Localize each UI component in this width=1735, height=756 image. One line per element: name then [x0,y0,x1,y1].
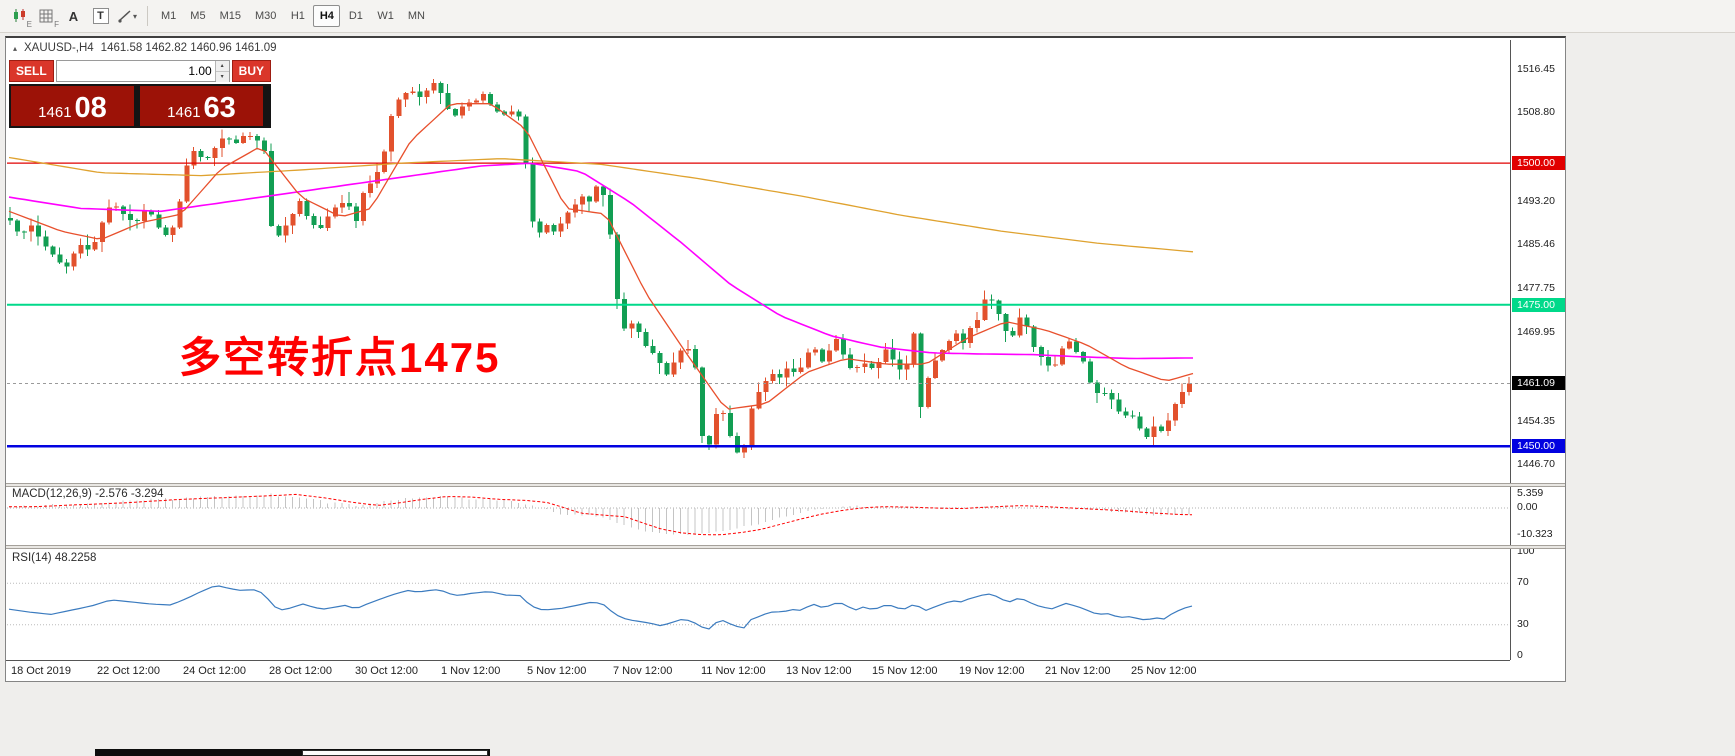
price-tick-label: 1454.35 [1517,414,1555,427]
main-toolbar: E F A T ▾ M1 M5 M15 M30 H1 H4 D1 W1 MN [0,0,1735,33]
sell-button[interactable]: SELL [9,60,54,82]
macd-indicator-label: MACD(12,26,9) -2.576 -3.294 [12,488,164,500]
chart-type-icon[interactable]: E [6,4,33,29]
toolbar-separator [147,6,148,26]
chart-title-bar: ▴ XAUUSD-,H4 1461.58 1462.82 1460.96 146… [13,42,277,54]
time-label: 24 Oct 12:00 [183,665,246,677]
price-tick-label: 1493.20 [1517,194,1555,207]
time-label: 15 Nov 12:00 [872,665,938,677]
price-tick-label: 1477.75 [1517,282,1555,295]
timeframe-button-m5[interactable]: M5 [190,10,206,22]
bid-main-digits: 1461 [38,104,72,121]
ohlc-values: 1461.58 1462.82 1460.96 1461.09 [100,42,277,54]
timeframe-button-h1[interactable]: H1 [290,10,305,22]
buy-button[interactable]: BUY [231,60,271,82]
timeframe-button-m1[interactable]: M1 [161,10,177,22]
time-label: 1 Nov 12:00 [441,665,501,677]
lot-decrease-button[interactable]: ▾ [215,72,229,82]
time-label: 30 Oct 12:00 [355,665,418,677]
ask-pip-digits: 63 [203,92,236,124]
rsi-axis-label: 70 [1517,576,1529,589]
time-label: 18 Oct 2019 [11,665,71,677]
taskbar-window-remnant [302,750,488,756]
chart-annotation-text: 多空转折点1475 [179,334,501,381]
draw-tool-icon[interactable]: ▾ [114,4,141,28]
rsi-axis-label: 0 [1517,649,1523,661]
time-label: 19 Nov 12:00 [959,665,1025,677]
price-tick-label: 1469.95 [1517,326,1555,339]
macd-axis-label: 5.359 [1517,487,1544,499]
taskbar-remnant [95,749,490,756]
level-price-label: 1475.00 [1512,297,1565,312]
chart-window: ▴ XAUUSD-,H4 1461.58 1462.82 1460.96 146… [5,36,1566,682]
timeframe-button-w1[interactable]: W1 [377,10,394,22]
rsi-indicator-label: RSI(14) 48.2258 [12,552,97,564]
ask-main-digits: 1461 [167,104,201,121]
price-axis[interactable]: 1516.45 1508.80 1493.20 1485.46 1477.75 1469.… [1510,40,1565,661]
rsi-panel-splitter[interactable] [6,545,1565,549]
grid-icon[interactable]: F [33,4,60,29]
price-chart-canvas[interactable] [7,40,1510,660]
bid-price-display[interactable]: 1461 08 [11,86,134,126]
timeframe-buttons-group: M1 M5 M15 M30 H1 H4 D1 W1 MN [154,5,432,27]
price-tick-label: 1446.70 [1517,457,1555,470]
macd-axis-label: 0.00 [1517,501,1538,513]
drawing-tools-group: E F A T ▾ [6,4,141,29]
oneclick-collapse-icon[interactable]: ▴ [13,43,18,53]
current-price-label: 1461.09 [1512,376,1565,391]
rsi-axis-label: 30 [1517,617,1529,630]
timeframe-button-mn[interactable]: MN [407,10,425,22]
lot-size-input[interactable] [56,61,215,81]
time-label: 13 Nov 12:00 [786,665,852,677]
macd-panel-splitter[interactable] [6,483,1565,487]
level-price-label: 1450.00 [1512,439,1565,454]
time-label: 5 Nov 12:00 [527,665,587,677]
time-label: 7 Nov 12:00 [613,665,673,677]
lot-increase-button[interactable]: ▴ [215,61,229,72]
symbol-label: XAUUSD-,H4 [24,42,94,54]
time-label: 21 Nov 12:00 [1045,665,1111,677]
time-label: 28 Oct 12:00 [269,665,332,677]
macd-axis-label: -10.323 [1517,527,1553,540]
time-label: 11 Nov 12:00 [701,665,766,677]
time-label: 22 Oct 12:00 [97,665,160,677]
timeframe-button-d1[interactable]: D1 [348,10,363,22]
timeframe-button-h4[interactable]: H4 [313,5,341,27]
price-tick-label: 1485.46 [1517,238,1555,251]
template-tool-icon[interactable]: T [87,4,114,28]
price-tick-label: 1516.45 [1517,63,1555,75]
lot-size-field: ▴ ▾ [55,60,230,82]
text-tool-icon[interactable]: A [68,8,79,24]
lot-spinner: ▴ ▾ [214,61,229,82]
bid-ask-panel: 1461 08 1461 63 [9,84,271,128]
time-axis[interactable]: 18 Oct 2019 22 Oct 12:00 24 Oct 12:00 28 Oc… [6,660,1510,681]
timeframe-button-m15[interactable]: M15 [219,10,241,22]
price-tick-label: 1508.80 [1517,106,1555,119]
time-label: 25 Nov 12:00 [1131,665,1197,677]
ask-price-display[interactable]: 1461 63 [140,86,263,126]
timeframe-button-m30[interactable]: M30 [254,10,277,22]
level-price-label: 1500.00 [1512,156,1565,171]
bid-pip-digits: 08 [74,92,107,124]
